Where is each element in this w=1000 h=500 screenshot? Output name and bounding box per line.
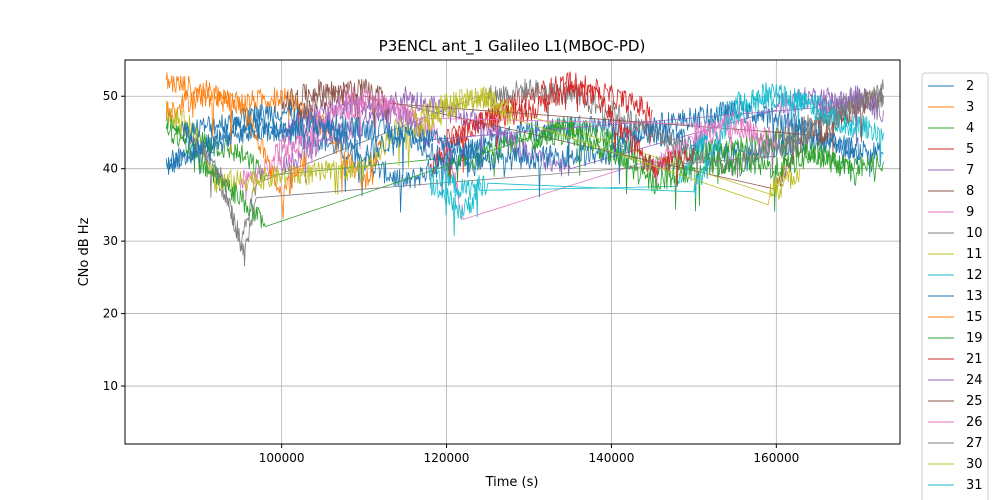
legend-label: 26	[966, 415, 983, 430]
series-line-25	[297, 78, 868, 146]
y-tick-label: 40	[103, 162, 118, 176]
legend-frame	[921, 72, 989, 500]
x-tick-label: 100000	[259, 451, 305, 465]
series-line-21	[446, 80, 695, 187]
legend-label: 31	[966, 478, 983, 493]
x-tick-label: 140000	[589, 451, 635, 465]
legend-label: 8	[966, 184, 974, 199]
legend-label: 9	[966, 205, 974, 220]
legend: 23457891011121315192124252627303133	[921, 72, 989, 500]
series-line-33	[165, 114, 489, 178]
legend-label: 25	[966, 394, 983, 409]
plot-frame	[124, 59, 901, 445]
y-tick-label: 50	[103, 89, 118, 103]
series-line-24	[281, 85, 884, 149]
series-line-11	[165, 85, 802, 200]
legend-label: 3	[966, 100, 974, 115]
legend-label: 13	[966, 289, 983, 304]
legend-label: 15	[966, 310, 983, 325]
legend-label: 12	[966, 268, 983, 283]
x-tick-label: 120000	[424, 451, 470, 465]
legend-label: 4	[966, 121, 974, 136]
legend-label: 24	[966, 373, 983, 388]
legend-label: 7	[966, 163, 974, 178]
legend-label: 30	[966, 457, 983, 472]
series-line-15	[165, 86, 307, 219]
series-lines	[165, 71, 884, 267]
series-line-31	[429, 82, 860, 216]
chart-title: P3ENCL ant_1 Galileo L1(MBOC-PD)	[379, 37, 646, 56]
legend-label: 10	[966, 226, 983, 241]
legend-label: 2	[966, 79, 974, 94]
series-line-30	[404, 88, 785, 206]
y-tick-label: 30	[103, 234, 118, 248]
legend-label: 21	[966, 352, 983, 367]
legend-label: 11	[966, 247, 983, 262]
legend-label: 27	[966, 436, 983, 451]
x-tick-label: 160000	[753, 451, 799, 465]
series-line-19	[165, 119, 860, 229]
series-line-27	[199, 87, 884, 267]
y-axis-label: CNo dB Hz	[77, 217, 92, 286]
plot-area	[165, 71, 884, 267]
legend-label: 19	[966, 331, 983, 346]
series-line-3	[165, 72, 381, 193]
series-line-4	[166, 112, 884, 195]
y-tick-label: 10	[103, 379, 118, 393]
series-line-5	[429, 71, 653, 186]
x-axis-label: Time (s)	[485, 475, 539, 490]
y-tick-label: 20	[103, 307, 118, 321]
axis-ticks: 100000 120000 140000 160000 10 20 30 40 50	[103, 89, 800, 465]
legend-label: 5	[966, 142, 974, 157]
